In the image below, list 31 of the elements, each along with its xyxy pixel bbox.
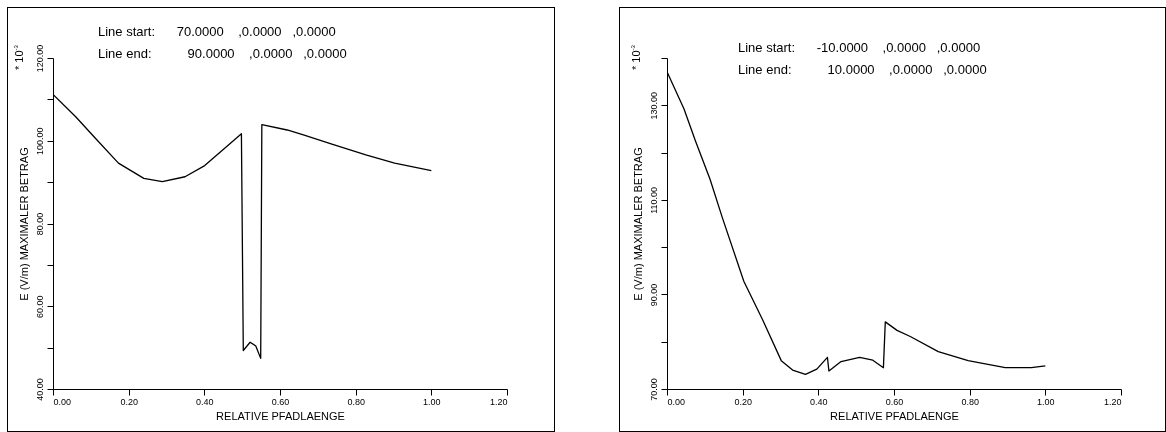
y-tick-label: 110.00 <box>648 186 659 214</box>
y-tick-label: 90.00 <box>648 283 659 307</box>
text: Line start: -10.0000 ,0.0000 ,0.0000 <box>738 40 981 55</box>
x-tick-label: 0.00 <box>53 396 72 407</box>
text: Line start: 70.0000 ,0.0000 ,0.0000 <box>98 24 336 39</box>
y-tick-label: 40.00 <box>34 378 45 401</box>
x-tick-label: 0.80 <box>347 396 365 407</box>
x-tick-label: 1.20 <box>489 396 508 407</box>
y-tick-label: 60.00 <box>34 295 45 319</box>
x-tick-label: 0.20 <box>734 396 752 407</box>
x-tick-label: 1.00 <box>423 396 441 407</box>
annotation: Line end: 90.0000 ,0.0000 ,0.0000 <box>98 46 347 61</box>
x-axis-title: RELATIVE PFADLAENGE <box>830 409 959 422</box>
x-tick-label: 0.40 <box>196 396 214 407</box>
y-axis-title: E (V/m) MAXIMALER BETRAG <box>17 147 30 301</box>
y-tick-label: 100.00 <box>34 127 45 156</box>
x-tick-label: 0.80 <box>961 396 979 407</box>
y-tick-label: 130.00 <box>648 92 659 120</box>
x-tick-label: 0.00 <box>667 396 686 407</box>
x-tick-label: 1.00 <box>1037 396 1055 407</box>
y-tick-label: 80.00 <box>34 212 45 236</box>
y-axis-title: E (V/m) MAXIMALER BETRAG <box>631 147 644 301</box>
x-tick-label: 0.60 <box>885 396 904 407</box>
x-tick-label: 0.20 <box>120 396 138 407</box>
y-tick-label: 120.00 <box>34 44 45 73</box>
annotation: Line end: 10.0000 ,0.0000 ,0.0000 <box>738 62 987 77</box>
x-tick-label: 0.60 <box>271 396 290 407</box>
x-tick-label: 1.20 <box>1103 396 1122 407</box>
x-tick-label: 0.40 <box>810 396 828 407</box>
y-tick-label: 70.00 <box>648 378 659 401</box>
x-axis-title: RELATIVE PFADLAENGE <box>216 409 345 422</box>
